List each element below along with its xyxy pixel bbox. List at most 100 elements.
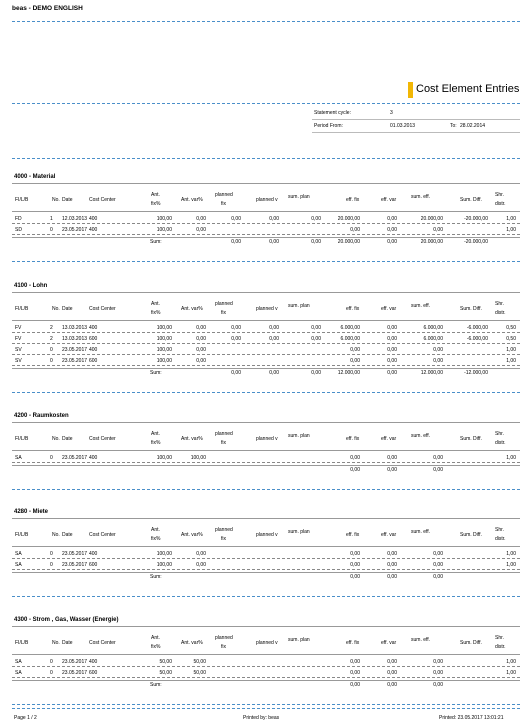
column-header: sum. eff. — [411, 303, 431, 309]
period-from-label: Period From: — [314, 123, 343, 129]
table-cell: 0,00 — [269, 325, 279, 331]
table-cell: 50,00 — [193, 659, 206, 665]
sum-cell: 20.000,00 — [420, 239, 443, 245]
table-cell: 0,00 — [231, 325, 241, 331]
table-cell: 0,00 — [311, 336, 321, 342]
sum-cell: 0,00 — [387, 239, 397, 245]
row-rule — [12, 223, 520, 224]
table-cell: 23.05.2017 — [62, 227, 88, 233]
table-cell: 100,00 — [156, 551, 172, 557]
table-cell: 100,00 — [190, 455, 206, 461]
column-header: eff. var — [381, 197, 397, 203]
sum-cell: 0,00 — [387, 370, 397, 376]
table-cell: 0,00 — [350, 670, 360, 676]
table-cell: 1,00 — [506, 227, 516, 233]
table-cell: 0,00 — [387, 455, 397, 461]
section-divider — [12, 392, 520, 393]
column-header: distr. — [495, 440, 506, 446]
table-cell: 1,00 — [506, 455, 516, 461]
info-divider — [12, 158, 520, 159]
table-cell: 0,00 — [387, 325, 397, 331]
row-rule — [12, 558, 520, 559]
column-header: planned — [215, 301, 233, 307]
sum-label: Sum: — [150, 239, 162, 245]
table-cell: 23.05.2017 — [62, 659, 88, 665]
table-cell: 6.000,00 — [423, 325, 443, 331]
table-cell: SV — [15, 347, 22, 353]
table-cell: 0,00 — [350, 347, 360, 353]
column-header: Date — [62, 436, 73, 442]
table-cell: 100,00 — [156, 455, 172, 461]
table-cell: 0,00 — [269, 216, 279, 222]
table-cell: 6.000,00 — [423, 336, 443, 342]
column-header: planned — [215, 635, 233, 641]
column-header: planned — [215, 192, 233, 198]
table-cell: 0 — [50, 670, 53, 676]
statement-cycle-label: Statement cycle: — [314, 110, 351, 116]
column-header: sum. plan — [288, 194, 310, 200]
section-divider — [12, 596, 520, 597]
table-cell: 0,00 — [387, 551, 397, 557]
column-header: Ant. var% — [181, 640, 203, 646]
table-cell: 0,00 — [196, 358, 206, 364]
column-header: Ant. — [151, 431, 160, 437]
table-cell: 0,00 — [433, 358, 443, 364]
column-header: Cost Center — [89, 436, 116, 442]
table-cell: 0 — [50, 347, 53, 353]
column-header: eff. var — [381, 640, 397, 646]
table-cell: 0 — [50, 551, 53, 557]
table-cell: 0,00 — [196, 325, 206, 331]
table-cell: 0,00 — [196, 562, 206, 568]
sum-cell: 0,00 — [433, 574, 443, 580]
sum-rule — [12, 465, 520, 466]
row-rule — [12, 666, 520, 667]
printed-by: Printed by: beas — [243, 715, 280, 721]
section-title: 4280 - Miete — [14, 509, 49, 515]
sum-label: Sum: — [150, 574, 162, 580]
table-cell: 400 — [89, 551, 98, 557]
table-cell: 20.000,00 — [337, 216, 360, 222]
table-cell: 12.03.2013 — [62, 216, 88, 222]
table-cell: 0,00 — [387, 336, 397, 342]
column-header: eff. var — [381, 436, 397, 442]
column-header: fix% — [151, 440, 161, 446]
column-header: Ant. — [151, 635, 160, 641]
row-rule — [12, 332, 520, 333]
table-cell: FD — [15, 216, 22, 222]
column-header: Ant. var% — [181, 436, 203, 442]
column-header: fix — [221, 536, 226, 542]
title-divider — [12, 103, 520, 104]
table-cell: SA — [15, 670, 22, 676]
table-cell: 13.03.2013 — [62, 325, 88, 331]
column-header: FI/L/B — [15, 532, 29, 538]
table-cell: 1 — [50, 216, 53, 222]
sum-label: Sum: — [150, 370, 162, 376]
column-header: Shr. — [495, 431, 504, 437]
table-cell: 1,00 — [506, 358, 516, 364]
column-header: Cost Center — [89, 532, 116, 538]
table-cell: 0,00 — [387, 347, 397, 353]
column-header: sum. plan — [288, 637, 310, 643]
sum-label: Sum: — [150, 682, 162, 688]
company-name: beas - DEMO ENGLISH — [12, 5, 83, 12]
column-header: fix% — [151, 644, 161, 650]
table-cell: 2 — [50, 325, 53, 331]
table-cell: 600 — [89, 358, 98, 364]
table-cell: 400 — [89, 227, 98, 233]
column-header: FI/L/B — [15, 436, 29, 442]
table-cell: 0,00 — [387, 659, 397, 665]
column-header: distr. — [495, 310, 506, 316]
table-cell: 0,00 — [433, 227, 443, 233]
table-cell: 100,00 — [156, 325, 172, 331]
table-cell: 0,00 — [433, 670, 443, 676]
column-header: Shr. — [495, 192, 504, 198]
sum-cell: 0,00 — [350, 682, 360, 688]
section-title-rule — [12, 626, 520, 627]
column-header: eff. var — [381, 532, 397, 538]
table-cell: 0,00 — [350, 659, 360, 665]
table-cell: SV — [15, 358, 22, 364]
table-cell: 100,00 — [156, 227, 172, 233]
table-cell: 23.05.2017 — [62, 670, 88, 676]
column-header: Shr. — [495, 301, 504, 307]
table-cell: 0,00 — [269, 336, 279, 342]
